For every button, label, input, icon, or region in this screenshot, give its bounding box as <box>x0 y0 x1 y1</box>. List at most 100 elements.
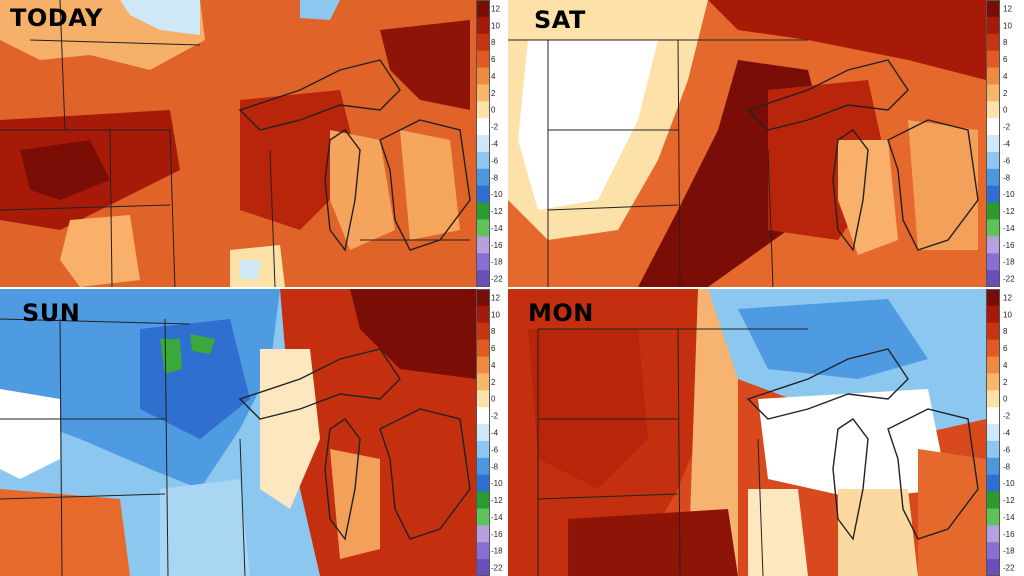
colorbar-tick-label: -16 <box>491 241 503 250</box>
colorbar-tick-label: 0 <box>1003 106 1008 115</box>
colorbar-swatch <box>476 16 490 35</box>
panel-mon: MON <box>508 289 986 576</box>
panel-title-mon: MON <box>528 299 594 327</box>
colorbar-tick-label: -4 <box>1003 140 1011 149</box>
colorbar-tick-label: 6 <box>491 344 496 353</box>
colorbar-tick-label: 8 <box>491 38 496 47</box>
colorbar-swatch <box>986 390 1000 408</box>
colorbar-swatch <box>986 270 1000 287</box>
colorbar-tick-label: 6 <box>491 55 496 64</box>
colorbar-swatch <box>476 474 490 493</box>
colorbar-swatch <box>476 270 490 287</box>
colorbar-mon <box>986 289 1000 576</box>
colorbar-swatch <box>476 424 490 442</box>
colorbar-sat <box>986 0 1000 287</box>
colorbar-tick-label: -18 <box>1003 547 1015 556</box>
colorbar-swatch <box>986 474 1000 493</box>
colorbar-swatch <box>476 508 490 526</box>
colorbar-tick-label: 2 <box>1003 378 1008 387</box>
colorbar-swatch <box>986 289 1000 307</box>
colorbar-swatch <box>476 185 490 204</box>
colorbar-swatch <box>986 16 1000 35</box>
colorbar-swatch <box>476 356 490 374</box>
colorbar-swatch <box>986 305 1000 324</box>
colorbar-swatch <box>986 424 1000 442</box>
colorbar-tick-label: -16 <box>1003 241 1015 250</box>
colorbar-swatch <box>986 101 1000 119</box>
colorbar-swatch <box>986 356 1000 374</box>
colorbar-tick-label: 6 <box>1003 344 1008 353</box>
colorbar-swatch <box>476 305 490 324</box>
colorbar-tick-label: -8 <box>491 173 499 182</box>
colorbar-tick-label: -4 <box>1003 429 1011 438</box>
colorbar-swatch <box>476 168 490 187</box>
colorbar-tick-label: 0 <box>491 106 496 115</box>
panel-title-sat: SAT <box>534 6 586 34</box>
colorbar-tick-label: 8 <box>1003 327 1008 336</box>
colorbar-swatch <box>986 135 1000 153</box>
colorbar-swatch <box>986 339 1000 358</box>
colorbar-tick-label: -22 <box>1003 275 1015 284</box>
colorbar-tick-label: -8 <box>1003 173 1011 182</box>
colorbar-tick-label: 4 <box>491 72 496 81</box>
colorbar-tick-label: 0 <box>491 395 496 404</box>
colorbar-tick-label: -14 <box>1003 513 1015 522</box>
colorbar-tick-label: -14 <box>491 224 503 233</box>
temperature-map-sat <box>508 0 986 287</box>
colorbar-swatch <box>986 118 1000 136</box>
temperature-map-sun <box>0 289 476 576</box>
colorbar-swatch <box>986 542 1000 560</box>
temperature-map-today <box>0 0 490 287</box>
colorbar-tick-label: 2 <box>491 89 496 98</box>
colorbar-tick-label: -12 <box>491 207 503 216</box>
colorbar-tick-label: -18 <box>491 258 503 267</box>
colorbar-swatch <box>476 322 490 341</box>
colorbar-tick-label: 2 <box>491 378 496 387</box>
colorbar-tick-label: -4 <box>491 429 499 438</box>
colorbar-swatch <box>986 202 1000 220</box>
colorbar-swatch <box>986 508 1000 526</box>
colorbar-swatch <box>476 289 490 307</box>
colorbar-tick-label: 8 <box>1003 38 1008 47</box>
colorbar-swatch <box>476 202 490 220</box>
colorbar-swatch <box>986 151 1000 170</box>
colorbar-swatch <box>476 0 490 18</box>
colorbar-swatch <box>476 390 490 408</box>
colorbar-swatch <box>476 101 490 119</box>
colorbar-swatch <box>986 559 1000 576</box>
colorbar-tick-label: 10 <box>491 310 500 319</box>
panel-sun: SUN <box>0 289 476 576</box>
colorbar-tick-label: 10 <box>1003 310 1012 319</box>
colorbar-tick-label: 12 <box>1003 4 1012 13</box>
colorbar-tick-label: -10 <box>491 479 503 488</box>
colorbar-swatch <box>476 525 490 543</box>
colorbar-tick-label: -16 <box>1003 530 1015 539</box>
colorbar-tick-label: -2 <box>1003 123 1011 132</box>
panel-sat: SAT <box>508 0 986 287</box>
colorbar-tick-label: -22 <box>491 564 503 573</box>
colorbar-tick-label: -4 <box>491 140 499 149</box>
colorbar-tick-label: -12 <box>491 496 503 505</box>
colorbar-swatch <box>986 253 1000 271</box>
panel-today: TODAY <box>0 0 490 287</box>
colorbar-swatch <box>986 322 1000 341</box>
colorbar-swatch <box>476 253 490 271</box>
colorbar-today <box>476 0 490 287</box>
colorbar-tick-label: 6 <box>1003 55 1008 64</box>
colorbar-swatch <box>476 33 490 52</box>
colorbar-tick-label: -10 <box>1003 479 1015 488</box>
colorbar-tick-label: -2 <box>491 412 499 421</box>
colorbar-tick-label: 4 <box>491 361 496 370</box>
colorbar-swatch <box>476 50 490 69</box>
colorbar-border <box>986 0 1000 287</box>
colorbar-tick-label: -2 <box>1003 412 1011 421</box>
colorbar-labels-mon: 12 10 8 6 4 2 0 -2 -4 -6 -8 -10 -12 -14 -16 -18 -22 <box>1003 293 1015 572</box>
colorbar-tick-label: 12 <box>491 293 500 302</box>
colorbar-swatch <box>476 373 490 391</box>
colorbar-tick-label: 10 <box>491 21 500 30</box>
colorbar-swatch <box>986 525 1000 543</box>
colorbar-tick-label: -6 <box>491 156 499 165</box>
temperature-map-mon <box>508 289 986 576</box>
colorbar-tick-label: 12 <box>1003 293 1012 302</box>
colorbar-swatch <box>986 407 1000 425</box>
